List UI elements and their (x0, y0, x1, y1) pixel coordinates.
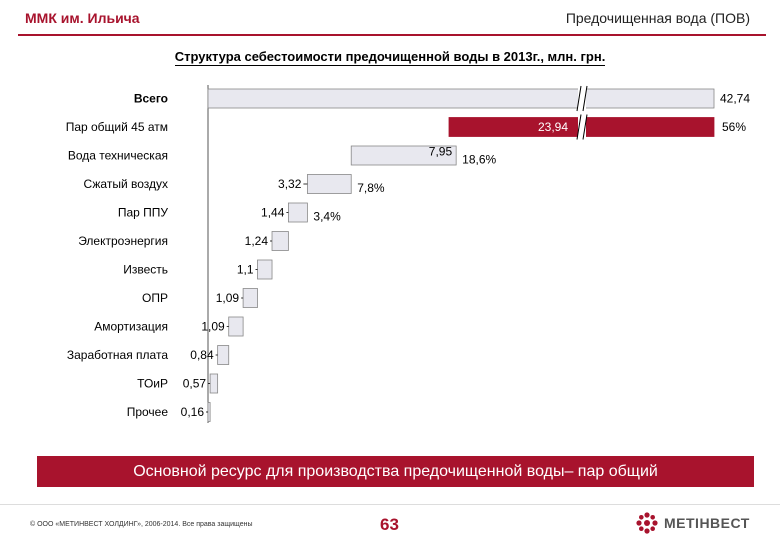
value-label: 0,57 (183, 377, 207, 391)
bar (242, 288, 258, 308)
value-label: 0,84 (190, 348, 214, 362)
category-label: Всего (134, 92, 168, 106)
section-title: Предочищенная вода (ПОВ) (565, 10, 750, 26)
value-label: 1,09 (216, 291, 240, 305)
category-label: Прочее (127, 405, 169, 419)
value-label: 3,32 (278, 177, 302, 191)
category-label: Пар общий 45 атм (66, 120, 168, 134)
logo-text: МЕТІНВЕСТ (664, 515, 750, 531)
conclusion-banner: Основной ресурс для производства предочи… (37, 456, 754, 487)
metinvest-logo: МЕТІНВЕСТ (636, 512, 750, 534)
bar (306, 174, 352, 194)
bar (271, 231, 289, 251)
bar (228, 316, 244, 337)
bar (209, 373, 219, 394)
value-label: 7,95 (429, 145, 453, 159)
bar (287, 202, 308, 223)
category-label: Пар ППУ (118, 206, 169, 220)
bar (350, 145, 457, 166)
logo-mark-icon (636, 512, 658, 534)
category-label: ОПР (142, 291, 168, 305)
category-label: Известь (123, 263, 168, 277)
value-label: 42,74 (720, 92, 750, 106)
category-label: Заработная плата (67, 348, 168, 362)
category-label: Сжатый воздух (83, 177, 168, 191)
waterfall-chart: Всего 42,74 Пар общий 45 атм 23,94 56% Вода т… (66, 85, 750, 423)
axis-break-mark (582, 85, 588, 112)
bar (257, 259, 273, 280)
percent-label: 56% (722, 120, 746, 134)
chart-title: Структура себестоимости предочищенной во… (174, 49, 606, 66)
category-label: ТОиР (137, 377, 168, 391)
axis-break-mark (576, 85, 582, 112)
bar (217, 345, 230, 365)
percent-label: 7,8% (357, 181, 385, 195)
header-divider (18, 34, 766, 36)
axis-break-mark (576, 114, 582, 140)
bar (207, 402, 211, 422)
copyright-text: © ООО «МЕТИНВЕСТ ХОЛДИНГ», 2006-2014. Вс… (30, 521, 253, 528)
percent-label: 3,4% (313, 210, 341, 224)
axis-break-gap (578, 114, 586, 140)
value-label: 1,24 (245, 234, 269, 248)
category-label: Электроэнергия (78, 234, 168, 248)
value-label: 0,16 (181, 405, 205, 419)
value-label: 23,94 (538, 120, 568, 134)
page-number: 63 (380, 515, 399, 534)
value-label: 1,1 (237, 263, 254, 277)
footer-divider (0, 504, 780, 505)
bar (207, 88, 715, 109)
value-label: 1,09 (201, 320, 225, 334)
percent-label: 18,6% (462, 153, 496, 167)
category-label: Амортизация (94, 320, 168, 334)
company-name: ММК им. Ильича (25, 10, 140, 26)
axis-break-gap (578, 86, 586, 111)
axis-break-mark (582, 114, 588, 140)
category-label: Вода техническая (68, 149, 168, 163)
value-label: 1,44 (261, 206, 285, 220)
